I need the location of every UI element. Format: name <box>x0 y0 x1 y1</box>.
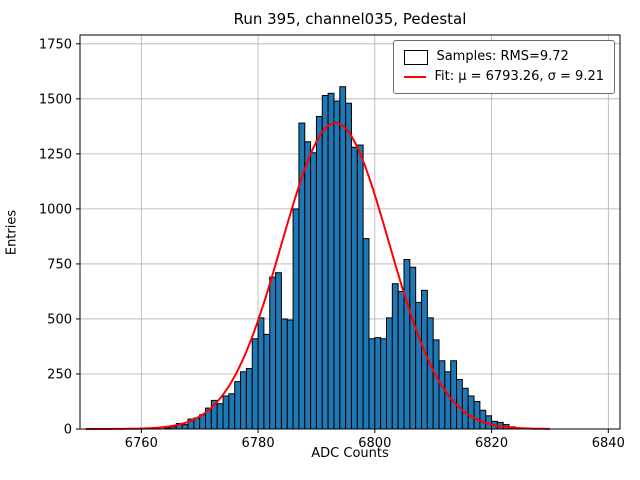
histogram-bar <box>368 338 376 430</box>
histogram-bar <box>304 141 312 430</box>
histogram-bar <box>216 403 224 430</box>
x-tick-label: 6840 <box>592 436 625 451</box>
histogram-bar <box>245 367 253 430</box>
histogram-bar <box>228 393 236 430</box>
histogram-bar <box>432 339 440 430</box>
x-tick-label: 6800 <box>358 436 391 451</box>
histogram-bar <box>409 266 417 430</box>
histogram-bar <box>292 208 300 430</box>
histogram-bar <box>461 387 469 430</box>
histogram-bar <box>327 92 335 430</box>
y-tick-label: 1000 <box>39 202 72 217</box>
y-tick-label: 750 <box>47 257 72 272</box>
histogram-bar <box>315 115 323 430</box>
histogram-bar <box>380 338 387 430</box>
chart-title: Run 395, channel035, Pedestal <box>233 10 467 28</box>
legend: Samples: RMS=9.72 Fit: μ = 6793.26, σ = … <box>393 40 615 95</box>
histogram-bars <box>164 86 516 430</box>
histogram-bar <box>426 317 434 430</box>
histogram-bar <box>333 100 341 430</box>
histogram-bar <box>275 272 282 430</box>
histogram-bar <box>397 290 405 430</box>
histogram-bar <box>222 395 230 430</box>
histogram-bar <box>269 276 277 430</box>
histogram-bar <box>339 86 347 430</box>
x-tick-labels: 6760 6780 6800 6820 6840 <box>125 436 625 451</box>
histogram-bar <box>181 424 189 430</box>
histogram-bar <box>403 259 411 430</box>
tick-marks <box>76 43 609 433</box>
x-tick-label: 6820 <box>475 436 508 451</box>
histogram-bar <box>450 360 458 430</box>
legend-label-samples: Samples: RMS=9.72 <box>436 49 569 64</box>
histogram-bar <box>234 381 242 430</box>
histogram-bar <box>444 371 452 430</box>
y-tick-labels: 0 250 500 750 1000 1250 1500 1750 <box>39 37 72 437</box>
y-tick-label: 0 <box>64 423 72 438</box>
legend-entry-fit: Fit: μ = 6793.26, σ = 9.21 <box>404 67 604 87</box>
histogram-bar <box>240 371 247 430</box>
legend-label-fit: Fit: μ = 6793.26, σ = 9.21 <box>434 69 604 85</box>
fit-line-swatch-icon <box>404 76 427 79</box>
histogram-bar <box>421 289 428 430</box>
y-tick-label: 500 <box>47 312 72 327</box>
histogram-bar <box>467 395 475 430</box>
y-tick-label: 250 <box>47 367 72 382</box>
histogram-bar <box>263 333 271 430</box>
histogram-bar <box>310 152 317 430</box>
histogram-bar <box>345 102 352 430</box>
fit-curve <box>85 121 550 430</box>
histogram-bar <box>257 317 265 430</box>
legend-entry-samples: Samples: RMS=9.72 <box>404 47 604 67</box>
axes-frame <box>79 34 621 430</box>
histogram-bar <box>374 337 382 430</box>
histogram-bar <box>473 400 481 430</box>
histogram-bar <box>456 378 463 430</box>
histogram-bar <box>438 360 446 430</box>
histogram-swatch-icon <box>404 49 429 65</box>
histogram-bar <box>350 146 358 430</box>
histogram-bar <box>479 409 487 430</box>
x-tick-label: 6760 <box>125 436 158 451</box>
x-axis-label: ADC Counts <box>311 446 389 461</box>
y-tick-label: 1500 <box>39 92 72 107</box>
y-tick-label: 1250 <box>39 147 72 162</box>
histogram-bar <box>385 317 393 430</box>
histogram-bar <box>391 283 399 430</box>
x-tick-label: 6780 <box>242 436 275 451</box>
histogram-bar <box>362 238 370 430</box>
histogram-bar <box>251 338 259 430</box>
histogram-bar <box>415 301 423 430</box>
histogram-bar <box>280 318 288 430</box>
histogram-bar <box>321 95 329 430</box>
y-tick-label: 1750 <box>39 37 72 52</box>
histogram-bar <box>286 319 294 430</box>
histogram-bar <box>356 144 364 430</box>
